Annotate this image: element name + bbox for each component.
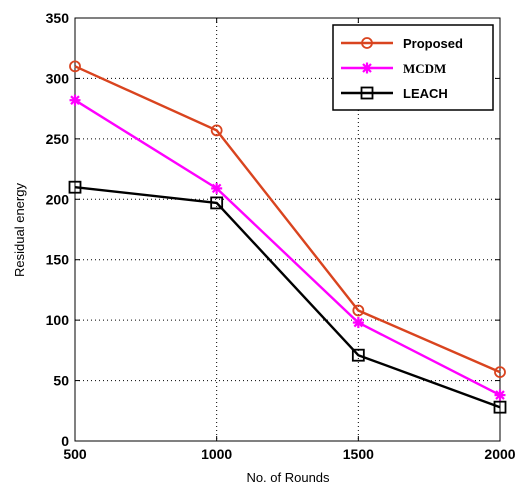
data-point-mcdm <box>211 182 223 194</box>
x-tick-label: 2000 <box>484 446 515 462</box>
y-tick-label: 300 <box>46 70 70 86</box>
data-point-mcdm <box>352 317 364 329</box>
x-tick-label: 1500 <box>343 446 374 462</box>
series-mcdm <box>69 94 506 401</box>
y-tick-label: 350 <box>46 10 70 26</box>
series-line-proposed <box>74 65 501 374</box>
series-proposed <box>69 60 506 379</box>
y-tick-label: 200 <box>46 191 70 207</box>
y-tick-label: 150 <box>46 252 70 268</box>
data-point-leach <box>68 180 82 194</box>
data-point-mcdm <box>69 94 81 106</box>
legend-marker <box>360 86 374 100</box>
x-tick-label: 500 <box>63 446 87 462</box>
series-line-mcdm <box>74 99 501 397</box>
series-group <box>68 60 507 414</box>
legend-marker <box>361 37 373 49</box>
legend-label: LEACH <box>403 86 448 101</box>
legend-marker <box>361 62 373 74</box>
data-point-leach <box>210 196 224 210</box>
data-point-mcdm <box>494 389 506 401</box>
data-point-proposed <box>210 124 223 137</box>
legend: Proposed MCDM LEACH <box>332 24 494 111</box>
legend-item-proposed: Proposed <box>341 36 463 51</box>
x-axis-label: No. of Rounds <box>246 470 330 485</box>
data-point-leach <box>351 348 365 362</box>
y-tick-label: 100 <box>46 312 70 328</box>
data-point-leach <box>493 400 507 414</box>
legend-item-leach: LEACH <box>341 86 448 101</box>
series-line-leach <box>74 186 501 409</box>
legend-label: Proposed <box>403 36 463 51</box>
y-tick-label: 250 <box>46 131 70 147</box>
series-leach <box>68 180 507 414</box>
data-point-proposed <box>494 366 506 379</box>
grid-lines <box>75 18 500 441</box>
axis-ticks: 500 1000 1500 2000 0 50 100 150 200 250 300 350 <box>46 10 516 462</box>
y-axis-label: Residual energy <box>12 183 27 277</box>
x-tick-label: 1000 <box>201 446 232 462</box>
plot-area-frame <box>74 17 501 442</box>
data-point-proposed <box>352 304 365 317</box>
legend-label: MCDM <box>403 61 446 76</box>
legend-item-mcdm: MCDM <box>341 61 446 76</box>
y-tick-label: 50 <box>53 373 69 389</box>
data-point-proposed <box>69 60 81 73</box>
y-tick-label: 0 <box>61 433 69 449</box>
